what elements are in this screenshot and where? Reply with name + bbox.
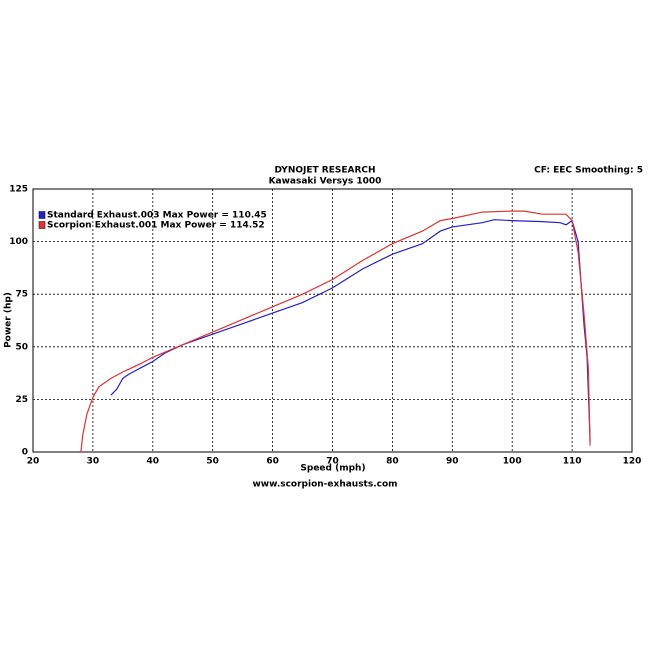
x-tick-label: 80 [386,457,399,467]
legend-label: Scorpion Exhaust.001 Max Power = 114.52 [47,221,265,231]
x-tick-label: 110 [563,457,582,467]
x-axis-label: Speed (mph) [300,464,365,474]
data-line [110,219,591,442]
footer: www.scorpion-exhausts.com [252,480,397,490]
x-tick-label: 50 [206,457,219,467]
y-tick-label: 50 [15,342,28,352]
y-tick-label: 25 [15,395,28,405]
x-tick-label: 90 [446,457,459,467]
x-tick-label: 120 [623,457,642,467]
data-line [80,210,591,453]
legend-swatch [38,221,46,229]
x-tick-label: 30 [87,457,100,467]
x-tick-label: 60 [266,457,279,467]
x-tick-label: 70 [326,457,339,467]
chart-title: DYNOJET RESEARCH [274,166,375,176]
plot-frame [32,188,633,453]
legend-swatch [38,211,46,219]
y-tick-label: 0 [22,448,28,458]
x-tick-label: 20 [27,457,40,467]
y-tick-label: 125 [9,185,28,195]
y-tick-label: 75 [15,290,28,300]
annotation: CF: EEC Smoothing: 5 [534,166,643,176]
legend-label: Standard Exhaust.003 Max Power = 110.45 [47,211,267,221]
x-tick-label: 40 [147,457,160,467]
chart-subtitle: Kawasaki Versys 1000 [269,177,382,187]
y-tick-label: 100 [9,237,28,247]
x-tick-label: 100 [503,457,522,467]
y-axis-label: Power (hp) [4,292,14,348]
